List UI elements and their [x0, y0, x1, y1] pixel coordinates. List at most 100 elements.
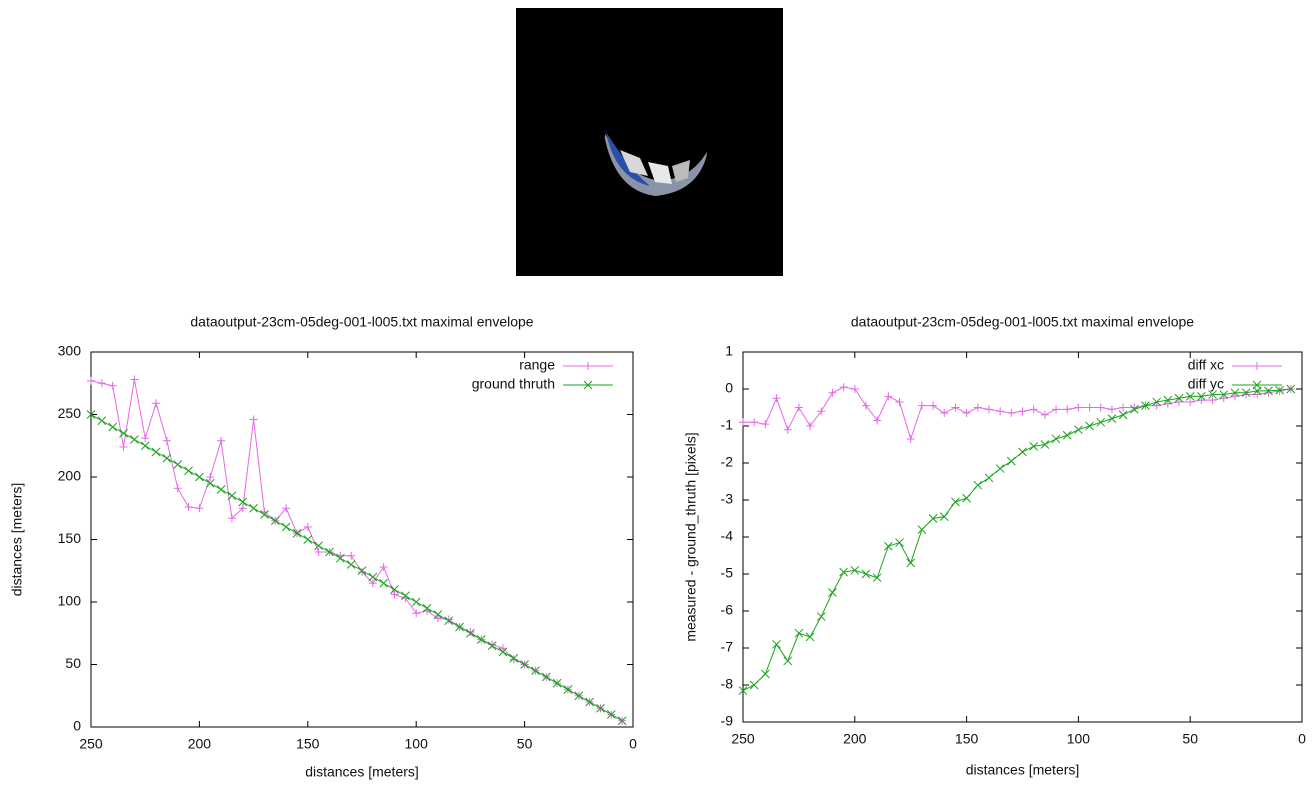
point-marker: [1018, 407, 1027, 416]
point-marker: [772, 394, 781, 403]
point-marker: [1152, 401, 1161, 410]
point-marker: [455, 622, 464, 632]
point-marker: [141, 434, 150, 443]
point-marker: [962, 409, 971, 418]
point-marker: [1051, 434, 1061, 444]
point-marker: [151, 447, 161, 457]
point-marker: [850, 385, 859, 393]
point-marker: [108, 381, 117, 390]
point-marker: [119, 428, 128, 438]
point-marker: [1286, 384, 1296, 394]
point-marker: [1241, 388, 1251, 398]
point-marker: [282, 504, 291, 513]
point-marker: [929, 401, 938, 410]
point-marker: [401, 591, 410, 601]
y-tick-label: -7: [721, 639, 734, 655]
plot-frame: [90, 351, 634, 728]
point-marker: [1096, 417, 1106, 427]
x-tick-label: 200: [188, 736, 212, 752]
point-marker: [130, 435, 139, 444]
point-marker: [498, 647, 508, 657]
point-marker: [87, 376, 95, 385]
y-tick-label: 50: [65, 655, 81, 671]
point-marker: [739, 418, 747, 427]
point-marker: [1185, 392, 1195, 401]
point-marker: [1085, 403, 1094, 412]
point-marker: [1118, 410, 1128, 420]
point-marker: [906, 434, 915, 443]
point-marker: [883, 541, 893, 551]
point-marker: [861, 401, 870, 410]
point-marker: [347, 551, 356, 560]
y-axis-label: measured - ground_thruth [pixels]: [683, 432, 699, 641]
point-marker: [281, 522, 291, 532]
x-tick-label: 50: [1182, 731, 1198, 747]
point-marker: [260, 510, 269, 519]
point-marker: [205, 478, 215, 488]
point-marker: [184, 466, 193, 476]
point-marker: [1107, 414, 1117, 423]
point-marker: [433, 610, 443, 619]
x-tick-label: 100: [1067, 731, 1091, 747]
point-marker: [1129, 404, 1139, 414]
x-tick-label: 0: [1298, 731, 1306, 747]
x-tick-label: 100: [405, 736, 429, 752]
point-marker: [861, 569, 871, 579]
point-marker: [487, 641, 497, 651]
point-marker: [917, 525, 927, 534]
point-marker: [1006, 456, 1016, 466]
point-marker: [805, 632, 815, 642]
point-marker: [1029, 441, 1039, 451]
y-tick-label: -2: [721, 454, 734, 470]
point-marker: [1141, 401, 1150, 411]
point-marker: [1163, 395, 1173, 405]
point-marker: [1186, 397, 1195, 406]
y-tick-label: -3: [721, 491, 734, 507]
point-marker: [596, 703, 605, 713]
point-marker: [433, 614, 442, 623]
point-marker: [1062, 430, 1072, 440]
point-marker: [973, 480, 983, 490]
point-marker: [1063, 405, 1072, 414]
point-marker: [531, 666, 540, 676]
point-marker: [738, 686, 748, 695]
point-marker: [1219, 394, 1228, 403]
point-marker: [422, 603, 432, 613]
point-marker: [152, 399, 161, 408]
point-marker: [1085, 421, 1094, 431]
chart-title: dataoutput-23cm-05deg-001-l005.txt maxim…: [851, 314, 1194, 330]
x-tick-label: 50: [517, 736, 533, 752]
y-tick-label: 100: [58, 593, 82, 609]
point-marker: [1029, 405, 1038, 414]
point-marker: [1052, 405, 1061, 414]
point-marker: [292, 528, 302, 538]
point-marker: [794, 403, 803, 412]
point-marker: [984, 405, 993, 414]
point-marker: [939, 512, 949, 522]
point-marker: [1174, 393, 1184, 403]
point-marker: [940, 409, 949, 418]
point-marker: [1264, 388, 1273, 397]
x-tick-label: 250: [731, 731, 755, 747]
point-marker: [1007, 409, 1016, 418]
x-tick-label: 200: [843, 731, 867, 747]
point-marker: [368, 572, 378, 582]
point-marker: [108, 422, 118, 432]
point-marker: [749, 680, 759, 690]
point-marker: [794, 628, 804, 638]
rendered-image: [516, 8, 783, 276]
point-marker: [184, 503, 193, 511]
point-marker: [227, 514, 236, 523]
point-marker: [541, 672, 551, 682]
point-marker: [390, 590, 399, 599]
point-marker: [206, 473, 215, 481]
point-marker: [249, 415, 258, 424]
point-marker: [335, 553, 345, 563]
point-marker: [585, 697, 594, 707]
chart-title: dataoutput-23cm-05deg-001-l005.txt maxim…: [190, 314, 533, 330]
point-marker: [390, 585, 399, 594]
point-marker: [476, 635, 486, 644]
point-marker: [379, 578, 389, 588]
legend-label: diff xc: [1188, 357, 1224, 373]
